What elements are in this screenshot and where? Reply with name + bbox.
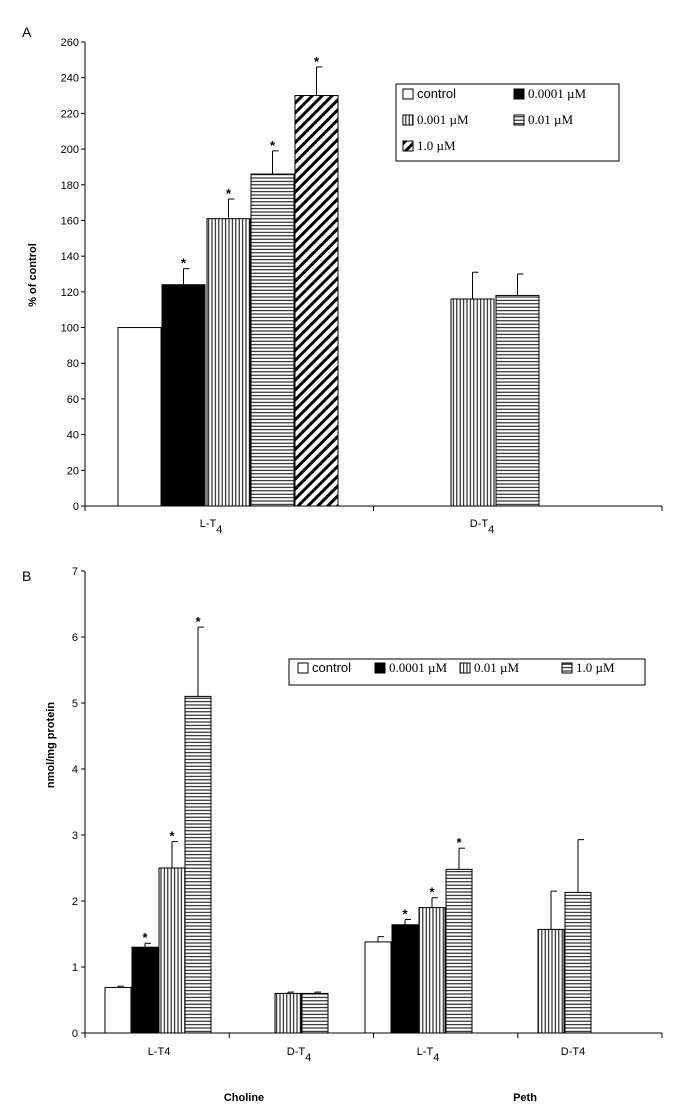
y-tick-label: 100 bbox=[61, 323, 79, 335]
bar-l-t4-1-0-um bbox=[184, 695, 212, 1034]
x-category-label: L-T4 bbox=[417, 1046, 440, 1064]
x-category-label: D-T4 bbox=[561, 1046, 585, 1058]
significance-marker: * bbox=[181, 256, 187, 271]
panel-a-ylabel: % of control bbox=[27, 243, 39, 307]
outer-label-choline: Choline bbox=[224, 1092, 264, 1104]
bar-l-t4-0-01-um bbox=[250, 173, 295, 507]
legend-swatch-0-0001-um bbox=[513, 88, 525, 100]
y-tick-label: 140 bbox=[61, 251, 79, 263]
legend-swatch-1-0-um bbox=[402, 140, 414, 152]
outer-label-peth: Peth bbox=[513, 1092, 537, 1104]
bar-l-t4-1-0-um bbox=[294, 95, 339, 507]
y-tick-label: 7 bbox=[72, 566, 78, 578]
bar-d-t4-1-0-um bbox=[301, 992, 329, 1034]
legend-swatch-control bbox=[297, 662, 309, 674]
legend-swatch-0-001-um bbox=[402, 114, 414, 126]
significance-marker: * bbox=[429, 885, 435, 900]
significance-marker: * bbox=[142, 930, 148, 945]
panel-b-x-labels: L-T4 D-T4 L-T4 D-T4 bbox=[148, 1046, 586, 1064]
x-category-label: L-T4 bbox=[200, 518, 223, 536]
bar-d-t4-0-01-um bbox=[274, 992, 302, 1034]
y-tick-label: 1 bbox=[72, 962, 78, 974]
bar-l-t4-0-01-um bbox=[418, 907, 446, 1034]
panel-a-bars: * * * * bbox=[117, 54, 540, 507]
y-tick-label: 160 bbox=[61, 215, 79, 227]
legend-label-1-0-um: 1.0 µM bbox=[417, 138, 456, 153]
x-category-label: D-T4 bbox=[287, 1046, 311, 1064]
legend-label-1-0-um: 1.0 µM bbox=[576, 660, 615, 675]
y-tick-label: 2 bbox=[72, 896, 78, 908]
legend-swatch-1-0-um bbox=[561, 662, 573, 674]
y-tick-label: 220 bbox=[61, 108, 79, 120]
bar-l-t4-control bbox=[104, 986, 132, 1034]
legend-a-frame bbox=[395, 83, 620, 162]
y-tick-label: 240 bbox=[61, 73, 79, 85]
x-category-subscript: 4 bbox=[216, 524, 222, 536]
legend-swatch-0-01-um bbox=[513, 114, 525, 126]
y-tick-label: 80 bbox=[67, 358, 79, 370]
legend-label-0-01-um: 0.01 µM bbox=[474, 660, 519, 675]
significance-marker: * bbox=[169, 829, 175, 844]
y-tick-label: 40 bbox=[67, 430, 79, 442]
panel-b-bars: * * * * * * bbox=[104, 614, 592, 1034]
legend-swatch-0-0001-um bbox=[374, 662, 386, 674]
x-category-subscript: 4 bbox=[488, 524, 494, 536]
panel-b-letter: B bbox=[22, 568, 31, 584]
x-category-label: L-T4 bbox=[148, 1046, 171, 1058]
significance-marker: * bbox=[402, 906, 408, 921]
panel-b-ylabel: nmol/mg protein bbox=[45, 702, 57, 788]
x-category-subscript: 4 bbox=[305, 1052, 311, 1064]
bar-l-t4-0-0001-um bbox=[131, 946, 159, 1034]
bar-l-t4-0-0001-um bbox=[391, 924, 419, 1034]
legend-label-0-01-um: 0.01 µM bbox=[528, 112, 573, 127]
bar-l-t4-0-001-um bbox=[206, 218, 251, 507]
legend-label-0-0001-um: 0.0001 µM bbox=[528, 86, 586, 101]
legend-swatch-control bbox=[402, 88, 414, 100]
bar-d-t4-0-001-um bbox=[450, 298, 495, 507]
bar-d-t4-0-01-um bbox=[537, 928, 565, 1034]
legend-label-control: control bbox=[312, 660, 351, 675]
y-tick-label: 3 bbox=[72, 830, 78, 842]
panel-b-legend: control 0.0001 µM 0.01 µM 1.0 µM bbox=[288, 658, 646, 686]
panel-a: A % of control 0 20 40 60 80 100 120 140 160 180 2… bbox=[22, 24, 663, 536]
significance-marker: * bbox=[314, 54, 320, 69]
y-tick-label: 60 bbox=[67, 394, 79, 406]
y-tick-label: 20 bbox=[67, 465, 79, 477]
panel-b: B nmol/mg protein 0 1 2 3 4 5 6 7 * * * * * * L-T4 D-… bbox=[22, 566, 663, 1104]
significance-marker: * bbox=[270, 138, 276, 153]
bar-l-t4-control bbox=[364, 941, 392, 1034]
y-tick-label: 0 bbox=[73, 501, 79, 513]
y-tick-label: 4 bbox=[72, 764, 78, 776]
y-tick-label: 5 bbox=[72, 698, 78, 710]
panel-a-letter: A bbox=[22, 24, 32, 40]
y-tick-label: 6 bbox=[72, 632, 78, 644]
bar-l-t4-1-0-um bbox=[445, 868, 473, 1034]
bar-l-t4-control bbox=[117, 327, 162, 507]
panel-a-x-labels: L-T4 D-T4 bbox=[200, 518, 495, 536]
y-tick-label: 180 bbox=[61, 180, 79, 192]
y-tick-label: 260 bbox=[61, 37, 79, 49]
significance-marker: * bbox=[456, 835, 462, 850]
x-category-subscript: 4 bbox=[433, 1052, 439, 1064]
y-tick-label: 0 bbox=[72, 1028, 78, 1040]
bar-l-t4-0-0001-um bbox=[161, 284, 206, 507]
bar-d-t4-1-0-um bbox=[564, 891, 592, 1034]
panel-a-axes: 0 20 40 60 80 100 120 140 160 180 200 220 240 260 bbox=[61, 37, 663, 513]
legend-label-0-001-um: 0.001 µM bbox=[417, 112, 469, 127]
y-tick-label: 200 bbox=[61, 144, 79, 156]
y-tick-label: 120 bbox=[61, 287, 79, 299]
bar-l-t4-0-01-um bbox=[158, 867, 186, 1034]
x-category-label: D-T4 bbox=[470, 518, 494, 536]
bar-d-t4-0-01-um bbox=[495, 294, 540, 507]
legend-label-control: control bbox=[417, 86, 456, 101]
legend-swatch-0-01-um bbox=[459, 662, 471, 674]
significance-marker: * bbox=[195, 614, 201, 629]
significance-marker: * bbox=[226, 186, 232, 201]
legend-label-0-0001-um: 0.0001 µM bbox=[389, 660, 447, 675]
panel-a-legend: control 0.0001 µM 0.001 µM 0.01 µM 1.0 µM bbox=[395, 83, 620, 162]
